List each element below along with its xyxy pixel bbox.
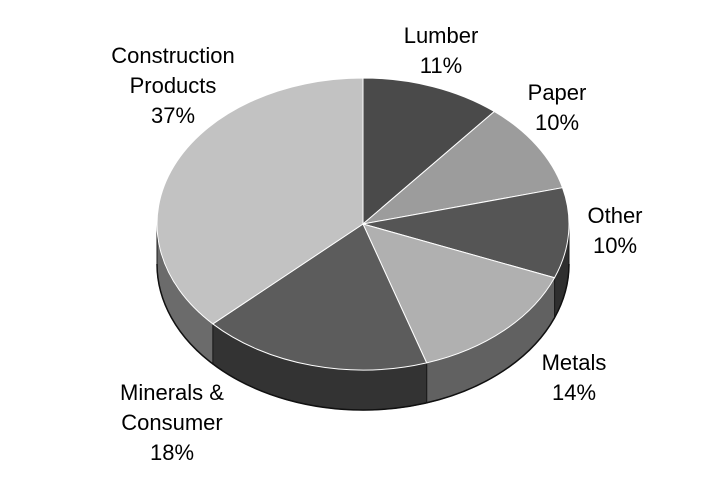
- pie-slice-lumber: [362, 77, 496, 226]
- slice-label-paper-line-1: 10%: [535, 110, 579, 135]
- slice-label-lumber-line-0: Lumber: [404, 23, 479, 48]
- slice-label-construction-products-line-1: Products: [130, 73, 217, 98]
- slice-label-other-line-0: Other: [587, 203, 642, 228]
- slice-label-paper: Paper 10%: [528, 80, 587, 135]
- pie-top-faces: [156, 77, 570, 371]
- slice-label-minerals-consumer-line-0: Minerals &: [120, 380, 224, 405]
- slice-label-construction-products: Construction Products 37%: [111, 43, 235, 128]
- pie-slice-paper: [361, 110, 564, 225]
- slice-label-lumber: Lumber 11%: [404, 23, 479, 78]
- pie-slice-other: [362, 187, 570, 279]
- slice-label-construction-products-line-0: Construction: [111, 43, 235, 68]
- slice-label-other-line-1: 10%: [593, 233, 637, 258]
- slice-label-metals-line-1: 14%: [552, 380, 596, 405]
- slice-label-construction-products-line-2: 37%: [151, 103, 195, 128]
- slice-label-paper-line-0: Paper: [528, 80, 587, 105]
- slice-label-metals-line-0: Metals: [542, 350, 607, 375]
- slice-label-minerals-consumer-line-1: Consumer: [121, 410, 222, 435]
- slice-label-minerals-consumer-line-2: 18%: [150, 440, 194, 465]
- pie-bottom-rim: [156, 263, 570, 411]
- pie-slice-minerals-consumer: [211, 223, 428, 371]
- slice-label-lumber-line-1: 11%: [420, 53, 462, 78]
- slice-label-metals: Metals 14%: [542, 350, 607, 405]
- slice-label-minerals-consumer: Minerals & Consumer 18%: [120, 380, 224, 465]
- pie-slice-construction-products: [156, 77, 364, 325]
- slice-label-other: Other 10%: [587, 203, 642, 258]
- pie-labels: Lumber 11% Paper 10% Other 10% Metals 14% Minera…: [111, 23, 642, 465]
